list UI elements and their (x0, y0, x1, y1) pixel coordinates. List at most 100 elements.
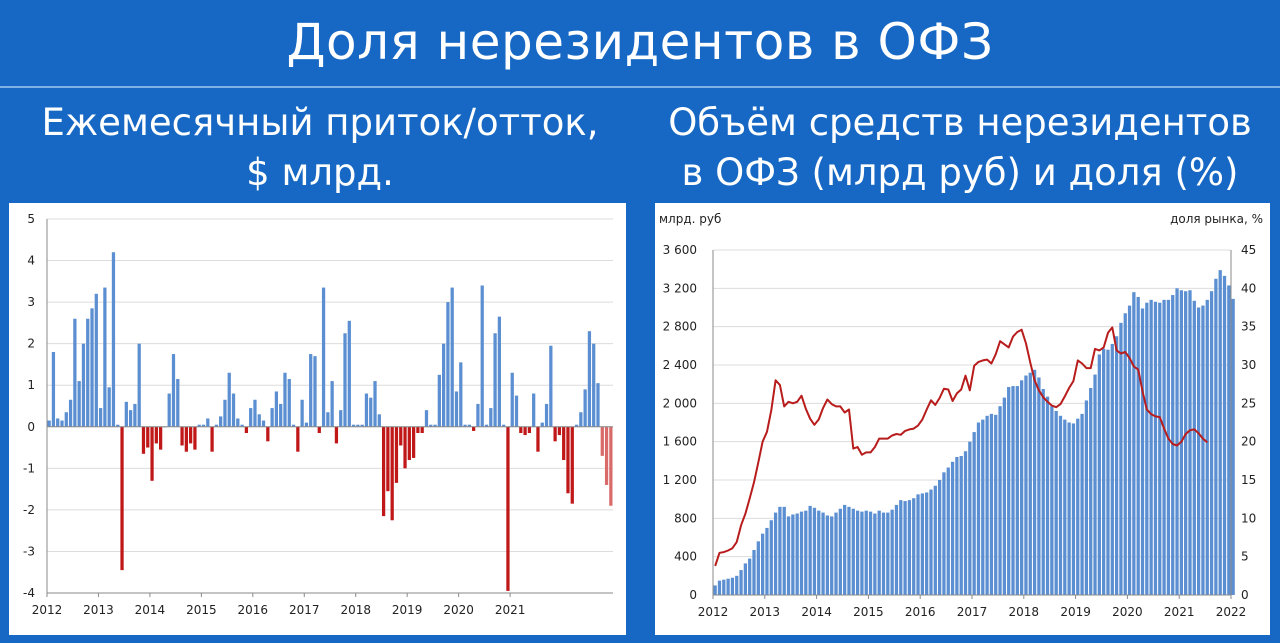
holdings-bar (1110, 343, 1114, 595)
holdings-bar (1045, 396, 1050, 595)
holdings-bar (1153, 301, 1158, 595)
flow-bar (227, 372, 231, 427)
holdings-chart-panel: млрд. руб доля рынка, % 3 600 3 200 2 800 2… (655, 203, 1270, 635)
flow-bar (128, 410, 133, 427)
holdings-bar (873, 513, 877, 595)
holdings-bar (1184, 291, 1188, 595)
holdings-bar (1175, 288, 1179, 595)
right-y-tick-label: 0 (1241, 588, 1249, 602)
flow-bar (394, 426, 399, 483)
holdings-bar (1020, 380, 1024, 595)
flow-bar (86, 318, 90, 427)
flow-bar (189, 426, 193, 444)
holdings-bar (1028, 372, 1032, 595)
holdings-bar (1114, 336, 1119, 595)
holdings-bar (890, 509, 894, 595)
right-caption-line-1: Объём средств нерезидентов (668, 101, 1252, 144)
flow-bar (381, 426, 386, 517)
holdings-bar (1140, 308, 1145, 595)
y-tick-label: -4 (23, 586, 35, 600)
holdings-bar (851, 508, 855, 595)
flow-bar (171, 354, 176, 427)
holdings-bar (1222, 275, 1227, 595)
flow-bar (339, 410, 343, 427)
x-tick-label: 2020 (443, 603, 474, 617)
flow-bar (429, 424, 433, 427)
flow-bar (390, 426, 394, 521)
holdings-bar (722, 579, 726, 595)
flow-bar (360, 424, 364, 427)
x-tick-label: 2019 (392, 603, 423, 617)
flow-bar (441, 343, 446, 427)
x-tick-label: 2015 (853, 605, 884, 619)
holdings-bar (1127, 305, 1132, 595)
x-tick-label: 2018 (340, 603, 371, 617)
flow-bar (557, 426, 562, 436)
right-y-tick-label: 35 (1241, 320, 1256, 334)
holdings-bar (1041, 388, 1045, 595)
holdings-bar (1002, 397, 1007, 595)
flow-bar (467, 424, 471, 427)
right-y-tick-label: 20 (1241, 435, 1256, 449)
holdings-bar (877, 510, 881, 595)
holdings-bar (1231, 298, 1235, 595)
holdings-bar (713, 585, 717, 595)
y-tick-label: -1 (23, 461, 35, 475)
holdings-bar (769, 520, 773, 595)
holdings-bar (916, 494, 920, 595)
flow-bar (304, 422, 309, 427)
holdings-bar (1011, 386, 1015, 595)
holdings-bar (812, 507, 817, 595)
title-divider (0, 86, 1280, 88)
flow-bar (167, 393, 171, 427)
flow-bar (317, 426, 321, 434)
x-tick-label: 2021 (495, 603, 526, 617)
flow-bar (472, 426, 476, 431)
holdings-bar (808, 505, 812, 595)
flow-bar (604, 426, 609, 485)
flow-bar (120, 426, 124, 571)
flow-bar (549, 345, 553, 427)
flow-bar (450, 287, 454, 427)
right-y-tick-label: 10 (1241, 511, 1256, 525)
flow-bar (309, 354, 313, 427)
flow-bar (574, 424, 579, 427)
x-tick-label: 2020 (1112, 605, 1143, 619)
holdings-bar (795, 513, 799, 595)
y-tick-label: 0 (27, 420, 35, 434)
holdings-bar (1067, 422, 1071, 595)
holdings-bar (985, 415, 989, 595)
flow-bar (279, 403, 283, 427)
flow-bar (570, 426, 574, 504)
flow-bar (313, 356, 317, 427)
flow-bar (197, 424, 201, 427)
flow-bar (343, 333, 347, 427)
holdings-bar (1102, 348, 1106, 595)
right-y-tick-label: 15 (1241, 473, 1256, 487)
holdings-bar (998, 406, 1002, 595)
holdings-bar (748, 558, 752, 595)
flow-bar (154, 426, 158, 444)
x-tick-label: 2015 (186, 603, 217, 617)
flows-chart: 5 4 3 2 1 0 -1 -2 -3 -4 2012 2013 2014 2015 2016 2017 20… (23, 212, 613, 617)
holdings-bar (761, 533, 765, 595)
holdings-bar (912, 498, 916, 595)
flow-bar (386, 426, 390, 492)
left-axis-unit-label: млрд. руб (659, 212, 721, 226)
flow-bar (514, 395, 519, 427)
x-tick-label: 2013 (83, 603, 114, 617)
holdings-bar (855, 510, 860, 595)
flow-bar (219, 416, 223, 427)
right-y-tick-label: 40 (1241, 281, 1256, 295)
x-tick-label: 2019 (1060, 605, 1091, 619)
holdings-bar (981, 419, 985, 595)
holdings-bar (946, 467, 950, 595)
holdings-bar (739, 570, 743, 595)
y-tick-label: 1 (27, 378, 35, 392)
flow-bar (347, 320, 351, 427)
right-caption-line-2: в ОФЗ (млрд руб) и доля (%) (681, 151, 1239, 194)
flow-bar (158, 426, 163, 450)
flow-bar (81, 343, 86, 427)
x-tick-label: 2012 (698, 605, 729, 619)
y-tick-label: 3 (27, 295, 35, 309)
